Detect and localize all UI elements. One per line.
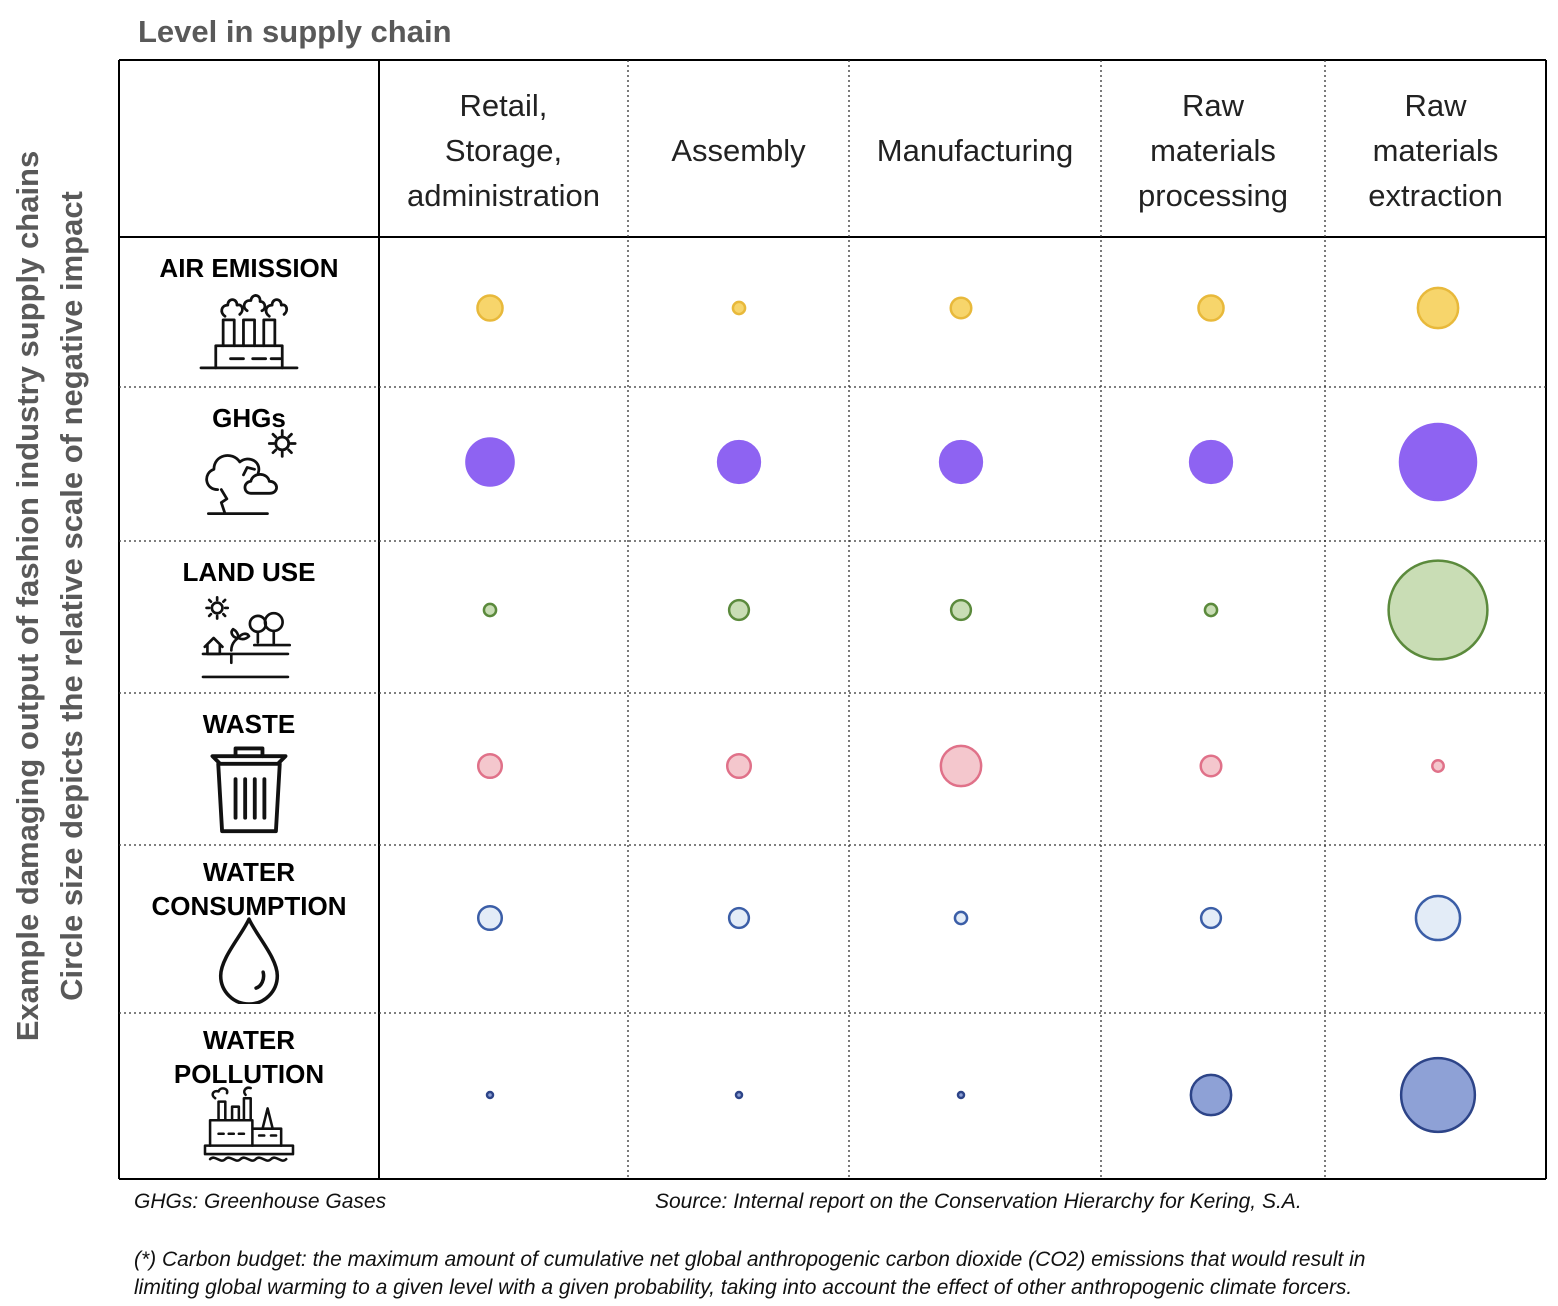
column-header-label: Raw materials extraction	[1368, 87, 1503, 213]
factory-smoke-icon	[199, 294, 299, 370]
bubble-waste-raw-materials-processing	[1199, 754, 1223, 778]
trash-bin-icon	[210, 746, 288, 834]
chart-title: Level in supply chain	[138, 14, 452, 49]
bubble-water-consumption-raw-materials-processing	[1199, 906, 1223, 930]
row-label-ghgs: GHGs	[212, 403, 286, 433]
bubble-air-emission-assembly	[731, 300, 747, 316]
source-footnote: Source: Internal report on the Conservat…	[655, 1190, 1302, 1213]
factory-water-icon	[203, 1086, 295, 1162]
bubble-ghgs-raw-materials-extraction	[1398, 422, 1478, 502]
land-trees-house-icon	[201, 595, 292, 679]
column-header-manufacturing: Manufacturing	[849, 78, 1101, 222]
bubble-water-pollution-raw-materials-extraction	[1399, 1056, 1477, 1134]
bubble-ghgs-assembly	[716, 439, 762, 485]
column-header-label: Manufacturing	[876, 132, 1074, 168]
bubble-ghgs-retail-storage-administration	[465, 437, 515, 487]
ghg-footnote: GHGs: Greenhouse Gases	[134, 1190, 387, 1213]
column-header-raw-materials-processing: Raw materials processing	[1101, 78, 1325, 222]
row-label-water-consumption: WATER CONSUMPTION	[151, 857, 347, 921]
column-header-label: Raw materials processing	[1138, 87, 1288, 213]
bubble-waste-assembly	[725, 752, 753, 780]
bubble-ghgs-manufacturing	[938, 439, 984, 485]
bubble-land-use-raw-materials-processing	[1203, 602, 1219, 618]
bubble-water-pollution-raw-materials-processing	[1189, 1073, 1233, 1117]
bubble-land-use-retail-storage-administration	[482, 602, 498, 618]
column-header-label: Retail, Storage, administration	[407, 87, 600, 213]
bubble-water-pollution-manufacturing	[956, 1090, 966, 1100]
bubble-air-emission-manufacturing	[949, 296, 973, 320]
bubble-water-consumption-manufacturing	[953, 910, 969, 926]
bubble-air-emission-raw-materials-processing	[1197, 294, 1225, 322]
bubble-water-pollution-retail-storage-administration	[485, 1090, 495, 1100]
bubble-waste-raw-materials-extraction	[1431, 759, 1445, 773]
column-header-raw-materials-extraction: Raw materials extraction	[1325, 78, 1546, 222]
bubble-ghgs-raw-materials-processing	[1188, 439, 1234, 485]
bubble-water-consumption-assembly	[727, 906, 751, 930]
bubble-waste-manufacturing	[939, 744, 983, 788]
water-drop-icon	[218, 917, 280, 1004]
row-label-water-pollution: WATER POLLUTION	[173, 1025, 325, 1089]
bubble-land-use-manufacturing	[949, 598, 973, 622]
bubble-water-pollution-assembly	[734, 1090, 744, 1100]
bubble-land-use-raw-materials-extraction	[1387, 559, 1489, 661]
bubble-waste-retail-storage-administration	[476, 752, 504, 780]
bubble-water-consumption-raw-materials-extraction	[1414, 894, 1462, 942]
bubble-air-emission-retail-storage-administration	[476, 294, 504, 322]
column-header-label: Assembly	[671, 132, 806, 168]
column-header-retail-storage-administration: Retail, Storage, administration	[379, 78, 628, 222]
row-label-air-emission: AIR EMISSION	[159, 253, 339, 283]
column-header-assembly: Assembly	[628, 78, 849, 222]
bubble-air-emission-raw-materials-extraction	[1416, 286, 1460, 330]
row-label-waste: WASTE	[202, 709, 296, 739]
clouds-sun-icon	[205, 429, 297, 515]
row-label-land-use: LAND USE	[182, 557, 316, 587]
bubble-land-use-assembly	[727, 598, 751, 622]
bubble-water-consumption-retail-storage-administration	[476, 904, 504, 932]
carbon-budget-note: (*) Carbon budget: the maximum amount of…	[134, 1248, 1366, 1299]
